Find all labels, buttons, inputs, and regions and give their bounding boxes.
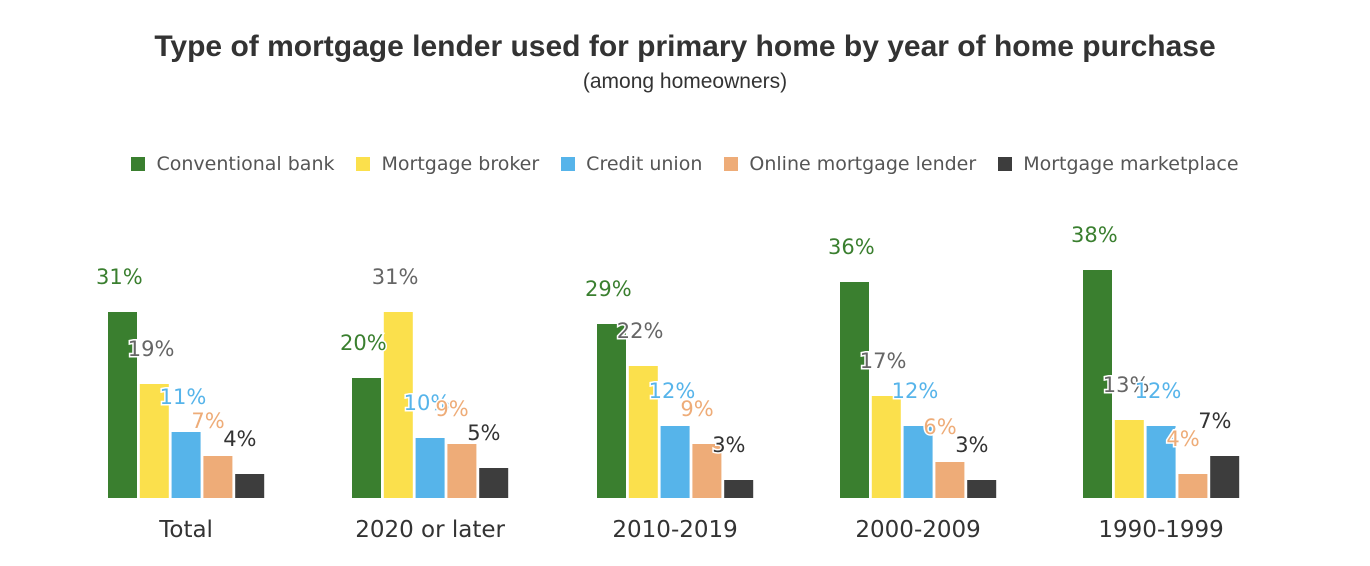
bar-total-credit-union[interactable] [171, 432, 201, 498]
bar-total-online-mortgage-lender[interactable] [203, 456, 233, 498]
data-label-2020-or-later-mortgage-marketplace: 5% [467, 421, 500, 445]
bar-1990-1999-online-mortgage-lender[interactable] [1178, 474, 1208, 498]
bar-2000-2009-online-mortgage-lender[interactable] [935, 462, 965, 498]
bar-2010-2019-online-mortgage-lender[interactable] [692, 444, 722, 498]
bar-2020-or-later-credit-union[interactable] [415, 438, 445, 498]
bar-2010-2019-conventional-bank[interactable] [597, 324, 626, 498]
legend-swatch [131, 157, 146, 171]
legend-item-online-mortgage-lender[interactable]: Online mortgage lender [724, 153, 976, 175]
chart-title: Type of mortgage lender used for primary… [154, 30, 1216, 63]
bar-2000-2009-credit-union[interactable] [903, 426, 933, 498]
data-label-2010-2019-mortgage-marketplace: 3% [712, 433, 745, 457]
legend-item-conventional-bank[interactable]: Conventional bank [131, 153, 334, 175]
bar-2000-2009-conventional-bank[interactable] [840, 282, 869, 498]
legend-label: Mortgage broker [381, 153, 540, 175]
bar-2020-or-later-mortgage-marketplace[interactable] [479, 468, 509, 498]
bar-total-conventional-bank[interactable] [108, 312, 137, 498]
legend-item-mortgage-marketplace[interactable]: Mortgage marketplace [998, 153, 1239, 175]
legend-item-credit-union[interactable]: Credit union [561, 153, 702, 175]
category-label-1990-1999: 1990-1999 [1098, 517, 1223, 543]
legend-item-mortgage-broker[interactable]: Mortgage broker [356, 153, 539, 175]
data-label-2010-2019-mortgage-broker: 22% [617, 319, 664, 343]
data-label-2020-or-later-mortgage-broker: 31% [372, 265, 419, 289]
data-label-2000-2009-conventional-bank: 36% [828, 235, 875, 259]
data-label-2010-2019-online-mortgage-lender: 9% [680, 397, 713, 421]
bar-1990-1999-mortgage-broker[interactable] [1114, 420, 1144, 498]
bar-2020-or-later-conventional-bank[interactable] [352, 378, 381, 498]
bar-2000-2009-mortgage-broker[interactable] [871, 396, 901, 498]
legend-swatch [561, 157, 576, 171]
legend-label: Credit union [586, 153, 703, 175]
bar-1990-1999-conventional-bank[interactable] [1083, 270, 1112, 498]
data-label-total-credit-union: 11% [160, 385, 207, 409]
category-label-2020-or-later: 2020 or later [355, 517, 505, 543]
data-label-total-mortgage-marketplace: 4% [223, 427, 256, 451]
data-label-1990-1999-conventional-bank: 38% [1071, 223, 1118, 247]
data-label-2000-2009-mortgage-broker: 17% [860, 349, 907, 373]
data-label-1990-1999-mortgage-marketplace: 7% [1198, 409, 1231, 433]
data-label-2020-or-later-online-mortgage-lender: 9% [435, 397, 468, 421]
chart-subtitle: (among homeowners) [582, 70, 788, 93]
data-label-2020-or-later-credit-union: 10% [404, 391, 451, 415]
data-label-total-conventional-bank: 31% [96, 265, 143, 289]
category-label-2010-2019: 2010-2019 [612, 517, 737, 543]
data-label-total-online-mortgage-lender: 7% [191, 409, 224, 433]
bar-1990-1999-credit-union[interactable] [1146, 426, 1176, 498]
legend-label: Conventional bank [156, 153, 335, 175]
bar-2000-2009-mortgage-marketplace[interactable] [967, 480, 997, 498]
bar-total-mortgage-broker[interactable] [139, 384, 169, 498]
data-label-2020-or-later-conventional-bank: 20% [340, 331, 387, 355]
category-label-total: Total [158, 517, 213, 543]
legend: Conventional bank Mortgage broker Credit u… [0, 153, 1370, 175]
legend-swatch [724, 157, 739, 171]
data-label-1990-1999-credit-union: 12% [1135, 379, 1182, 403]
data-label-2000-2009-mortgage-marketplace: 3% [955, 433, 988, 457]
data-label-total-mortgage-broker: 19% [128, 337, 175, 361]
bar-2010-2019-credit-union[interactable] [660, 426, 690, 498]
bar-2020-or-later-mortgage-broker[interactable] [383, 312, 413, 498]
data-label-2010-2019-credit-union: 12% [649, 379, 696, 403]
data-label-2000-2009-online-mortgage-lender: 6% [923, 415, 956, 439]
legend-label: Online mortgage lender [749, 153, 977, 175]
bar-2010-2019-mortgage-marketplace[interactable] [724, 480, 754, 498]
bar-total-mortgage-marketplace[interactable] [235, 474, 265, 498]
data-label-2010-2019-conventional-bank: 29% [585, 277, 632, 301]
category-label-2000-2009: 2000-2009 [855, 517, 980, 543]
bar-2010-2019-mortgage-broker[interactable] [628, 366, 658, 498]
data-label-1990-1999-online-mortgage-lender: 4% [1166, 427, 1199, 451]
legend-swatch [998, 157, 1013, 171]
bar-1990-1999-mortgage-marketplace[interactable] [1210, 456, 1240, 498]
data-label-2000-2009-credit-union: 12% [892, 379, 939, 403]
legend-label: Mortgage marketplace [1023, 153, 1239, 175]
legend-swatch [356, 157, 371, 171]
bar-2020-or-later-online-mortgage-lender[interactable] [447, 444, 477, 498]
data-label-1990-1999-mortgage-broker: 13% [1103, 373, 1150, 397]
